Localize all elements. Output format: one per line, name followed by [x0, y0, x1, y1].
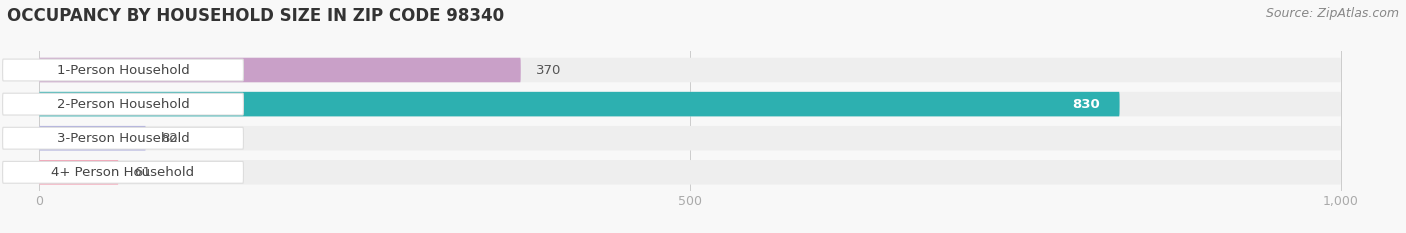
FancyBboxPatch shape — [39, 126, 146, 151]
Text: Source: ZipAtlas.com: Source: ZipAtlas.com — [1265, 7, 1399, 20]
Text: 3-Person Household: 3-Person Household — [56, 132, 190, 145]
FancyBboxPatch shape — [3, 93, 243, 115]
Text: 2-Person Household: 2-Person Household — [56, 98, 190, 111]
Text: 4+ Person Household: 4+ Person Household — [52, 166, 194, 179]
FancyBboxPatch shape — [3, 127, 243, 149]
FancyBboxPatch shape — [39, 58, 520, 82]
FancyBboxPatch shape — [39, 92, 1119, 116]
FancyBboxPatch shape — [39, 58, 1341, 82]
Text: 370: 370 — [536, 64, 562, 76]
FancyBboxPatch shape — [39, 160, 118, 185]
FancyBboxPatch shape — [39, 160, 1341, 185]
FancyBboxPatch shape — [3, 161, 243, 183]
Text: 1-Person Household: 1-Person Household — [56, 64, 190, 76]
FancyBboxPatch shape — [3, 59, 243, 81]
Text: OCCUPANCY BY HOUSEHOLD SIZE IN ZIP CODE 98340: OCCUPANCY BY HOUSEHOLD SIZE IN ZIP CODE … — [7, 7, 505, 25]
Text: 61: 61 — [134, 166, 150, 179]
Text: 830: 830 — [1073, 98, 1099, 111]
Text: 82: 82 — [162, 132, 179, 145]
FancyBboxPatch shape — [39, 126, 1341, 151]
FancyBboxPatch shape — [39, 92, 1341, 116]
